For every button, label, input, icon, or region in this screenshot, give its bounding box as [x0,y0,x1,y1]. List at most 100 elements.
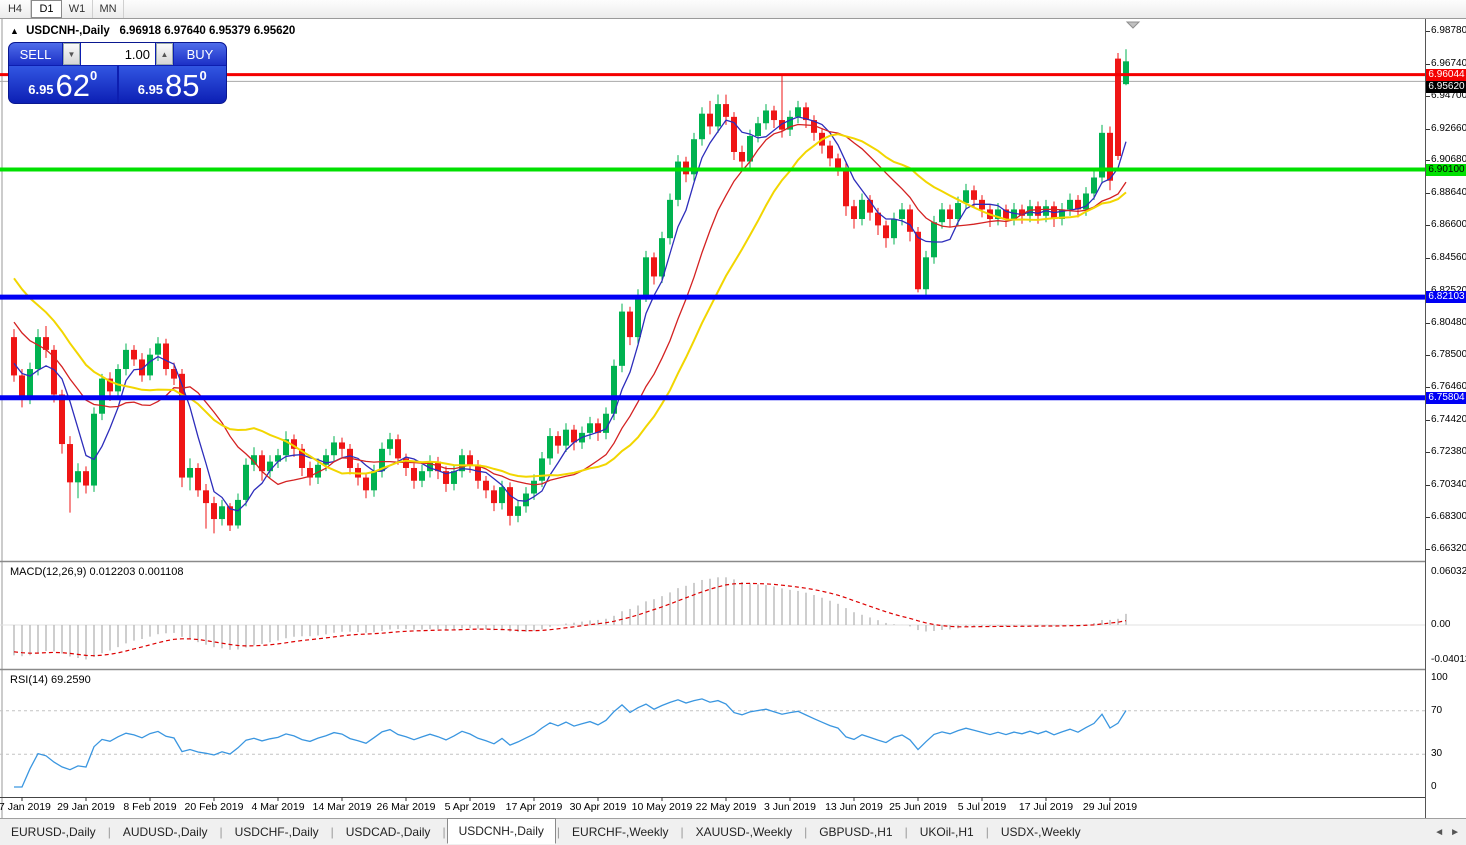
candle [163,343,169,370]
candle [307,467,313,478]
candlestick-series[interactable] [11,49,1129,534]
candle [11,337,17,376]
timeframe-button-w1[interactable]: W1 [62,0,93,18]
candle [547,436,553,459]
candle [507,487,513,516]
candle [67,444,73,483]
candle [827,145,833,159]
candle [627,311,633,338]
chart-shift-marker-icon[interactable] [1125,21,1141,29]
candle [899,209,905,220]
price-axis-label: 6.94700 [1431,90,1466,102]
tab-usdchf-daily[interactable]: USDCHF-,Daily [234,825,319,839]
candle [723,104,729,117]
buy-price-big: 85 [165,68,200,103]
candle [859,199,865,220]
tab-gbpusd-h1[interactable]: GBPUSD-,H1 [819,825,893,839]
tab-scroll-arrows: ◄ ► [1434,827,1460,838]
tab-xauusd-weekly[interactable]: XAUUSD-,Weekly [695,825,793,839]
candle [147,354,153,376]
candle [59,394,65,445]
price-chart[interactable] [0,0,1425,818]
tab-usdcnh-daily[interactable]: USDCNH-,Daily [446,818,556,844]
timeframe-button-d1[interactable]: D1 [31,0,62,18]
price-axis-label: 6.76460 [1431,381,1466,393]
price-axis-label: 6.96740 [1431,57,1466,69]
candle [555,436,561,446]
tab-audusd-daily[interactable]: AUDUSD-,Daily [122,825,208,839]
buy-price-button[interactable]: 6.95 85 0 [118,66,226,103]
candle [1123,61,1129,85]
candle [891,219,897,239]
candle [179,373,185,478]
volume-input[interactable]: 1.00 [81,43,155,65]
price-axis-label: 6.80480 [1431,317,1466,329]
candle [43,337,49,350]
tab-usdcad-daily[interactable]: USDCAD-,Daily [345,825,431,839]
tab-ukoil-h1[interactable]: UKOil-,H1 [919,825,974,839]
ma-line-21 [13,133,1127,478]
price-badge: 6.82103 [1426,291,1466,304]
candle [1019,209,1025,216]
candle [571,429,577,443]
sell-button[interactable]: SELL [9,43,62,65]
rsi-axis-label: 0 [1431,781,1437,792]
macd-signal-line [13,582,1127,657]
tab-scroll-right-icon[interactable]: ► [1450,826,1460,838]
candle [971,190,977,200]
rsi-axis-label: 30 [1431,748,1443,760]
ma-line-13 [13,123,1127,486]
price-axis-label: 6.68300 [1431,511,1466,523]
price-badge: 6.90100 [1426,163,1466,176]
price-axis-label: 6.78500 [1431,348,1466,360]
candle [427,461,433,472]
candle [523,493,529,507]
candle [1107,132,1113,181]
candle [227,506,233,526]
tab-usdx-weekly[interactable]: USDX-,Weekly [1000,825,1081,839]
candle [219,506,225,520]
candle [1067,199,1073,210]
tab-separator: | [680,825,684,839]
buy-price-small: 6.95 [137,82,164,97]
tab-eurusd-daily[interactable]: EURUSD-,Daily [11,825,96,839]
candle [771,110,777,121]
candle [299,448,305,468]
candle [379,448,385,472]
candle [363,477,369,491]
candle [1011,209,1017,220]
date-label: 3 Jun 2019 [764,801,816,813]
candle [283,439,289,456]
tab-separator: | [330,825,334,839]
candle [747,136,753,162]
tab-scroll-left-icon[interactable]: ◄ [1434,826,1445,838]
candle [187,467,193,478]
candle [115,369,121,392]
timeframe-button-mn[interactable]: MN [93,0,124,18]
sell-price-button[interactable]: 6.95 62 0 [9,66,117,103]
tab-separator: | [107,825,111,839]
candle [595,423,601,433]
volume-increase-button[interactable]: ▲ [156,43,173,65]
candle [931,222,937,258]
candle [731,116,737,152]
price-axis-label: 6.90680 [1431,154,1466,166]
macd-axis-label: -0.040135 [1431,654,1466,666]
candle [1059,209,1065,220]
tab-eurchf-weekly[interactable]: EURCHF-,Weekly [572,825,669,839]
candle [531,480,537,494]
rsi-axis-label: 100 [1431,672,1448,683]
candle [635,295,641,338]
date-label: 17 Jul 2019 [1018,801,1074,813]
date-label: 5 Apr 2019 [444,801,496,813]
chart-ohlc-values: 6.96918 6.97640 6.95379 6.95620 [119,25,296,37]
candle [419,471,425,481]
price-axis[interactable]: 6.98780 6.96740 6.94700 6.92660 6.90680 6.886… [1425,19,1466,818]
buy-button[interactable]: BUY [174,43,226,65]
candle [19,375,25,398]
price-axis-label: 6.66320 [1431,543,1466,555]
timeframe-button-h4[interactable]: H4 [0,0,31,18]
volume-decrease-button[interactable]: ▼ [63,43,80,65]
candle [675,161,681,200]
tab-separator: | [219,825,223,839]
